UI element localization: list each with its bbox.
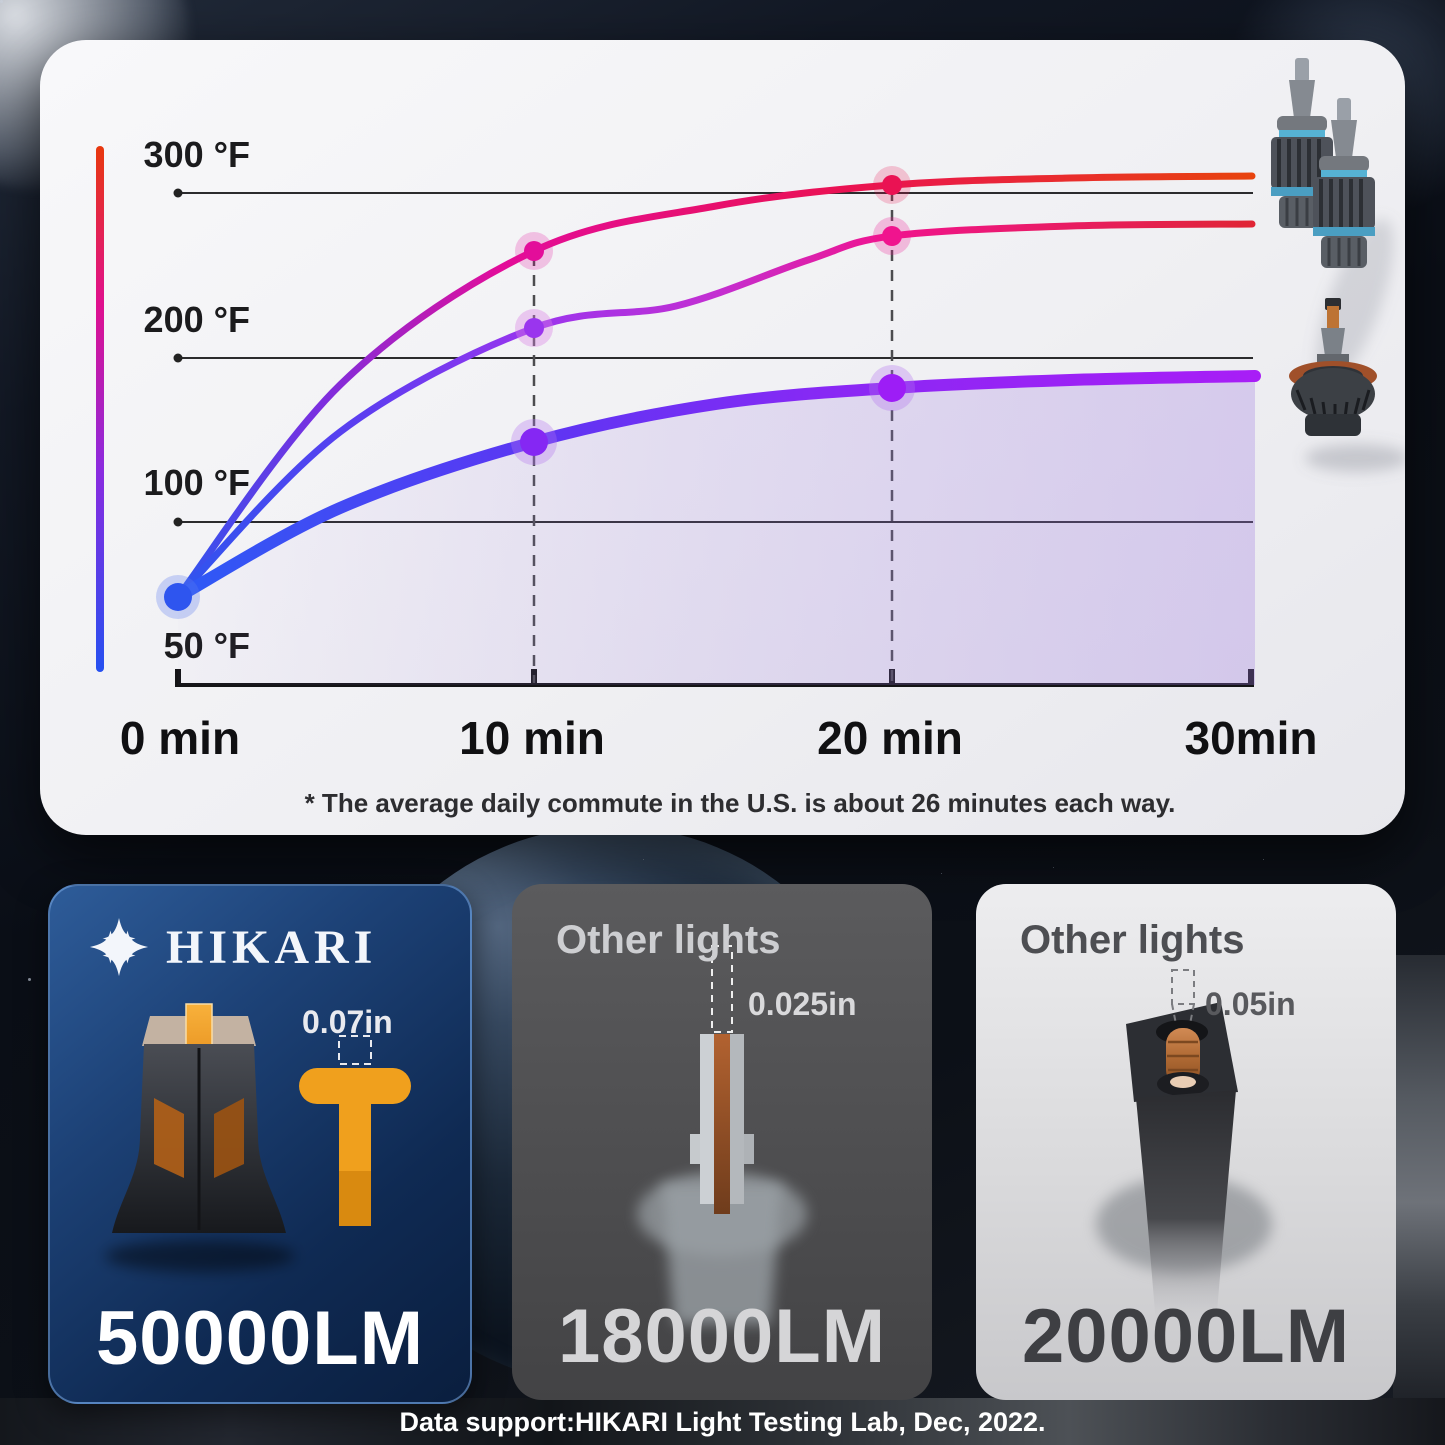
x-axis-label-0min: 0 min (120, 712, 240, 764)
other-bulb-illustration-1 (637, 945, 807, 1324)
hikari-logo: HIKARI (88, 916, 377, 978)
data-point (520, 428, 548, 456)
other-gap-label-1: 0.025in (748, 986, 857, 1022)
other-gap-label-2: 0.05in (1205, 986, 1296, 1022)
data-point (524, 241, 544, 261)
hikari-bulb-illustration (105, 1003, 411, 1272)
other-lights-card-2: Other lights 0.05in 20000LM (976, 884, 1396, 1400)
chart-series (156, 166, 1261, 685)
gap-measure-dashes (1171, 969, 1195, 1005)
hikari-brand-text: HIKARI (166, 920, 378, 974)
y-axis-label-100f: 100 °F (144, 462, 250, 503)
x-axis-label-30min: 30min (1185, 712, 1318, 764)
data-point (524, 318, 544, 338)
y-axis-label-200f: 200 °F (144, 299, 250, 340)
line-hikari (172, 370, 1261, 603)
temperature-line-chart: 300 °F 200 °F 100 °F 50 °F 0 min 10 min … (96, 56, 1405, 818)
temperature-chart-card: 300 °F 200 °F 100 °F 50 °F 0 min 10 min … (40, 40, 1405, 835)
hikari-emblem-icon (89, 917, 149, 977)
other-lumens-value-2: 20000LM (1021, 1294, 1351, 1379)
data-point (882, 175, 902, 195)
moon-rock-bottom-decor (0, 1398, 1445, 1445)
moon-rock-right-decor (1393, 955, 1445, 1405)
other-lights-card-1: Other lights 0.025in 18000LM (512, 884, 932, 1400)
hikari-card: HIKARI 0.07in 50000LM (48, 884, 472, 1404)
chart-footnote: * The average daily commute in the U.S. … (305, 788, 1176, 818)
x-axis-label-10min: 10 min (459, 712, 605, 764)
y-axis-label-300f: 300 °F (144, 134, 250, 175)
line-other-a (174, 172, 1256, 601)
hikari-lumens-value: 50000LM (95, 1296, 425, 1381)
data-support-footer: Data support:HIKARI Light Testing Lab, D… (399, 1407, 1046, 1437)
other-lights-title-2: Other lights (1020, 918, 1245, 962)
data-point (164, 583, 192, 611)
other-bulb-illustration-2 (1096, 969, 1272, 1324)
other-lumens-value-1: 18000LM (557, 1294, 887, 1379)
other-lights-title-1: Other lights (556, 918, 781, 962)
stars-decor (0, 0, 3, 3)
line-other-b (174, 220, 1256, 601)
data-point (882, 226, 902, 246)
chip-gap-diagram (299, 1035, 411, 1226)
data-point (878, 374, 906, 402)
gap-measure-dashes (711, 945, 733, 1033)
hikari-gap-label: 0.07in (302, 1004, 393, 1040)
line-hikari-area (178, 376, 1255, 685)
x-axis-label-20min: 20 min (817, 712, 963, 764)
temperature-scale-bar (96, 146, 104, 672)
led-bulb-single-photo (1289, 298, 1405, 472)
